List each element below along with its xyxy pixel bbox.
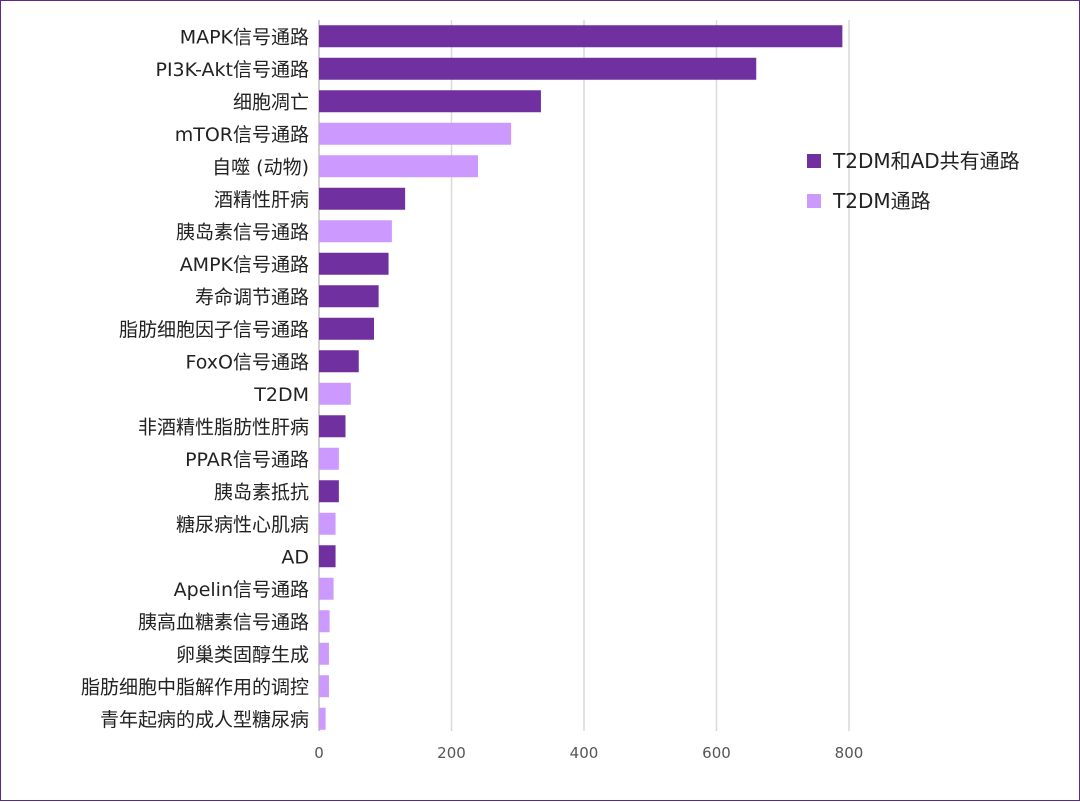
bar	[319, 675, 329, 698]
category-label: T2DM	[253, 384, 309, 406]
category-label: 脂肪细胞中脂解作用的调控	[81, 676, 309, 698]
bar	[319, 610, 330, 633]
x-tick-label: 400	[570, 744, 599, 762]
legend: T2DM和AD共有通路 T2DM通路	[807, 149, 1020, 213]
category-label: 自噬 (动物)	[212, 156, 309, 178]
bar	[319, 577, 334, 600]
bar	[319, 187, 406, 210]
bar	[319, 382, 351, 405]
bar	[319, 545, 336, 568]
category-label: 胰高血糖素信号通路	[138, 611, 309, 633]
bar	[319, 512, 336, 535]
bar	[319, 252, 389, 275]
category-label: PPAR信号通路	[185, 449, 309, 471]
category-label: 脂肪细胞因子信号通路	[119, 319, 309, 341]
category-label: mTOR信号通路	[175, 124, 309, 146]
category-label: PI3K-Akt信号通路	[155, 59, 309, 81]
category-label: FoxO信号通路	[186, 351, 310, 373]
bar	[319, 642, 329, 665]
category-label: 寿命调节通路	[195, 286, 309, 308]
bar	[319, 350, 359, 373]
bars	[319, 25, 843, 730]
category-label: AMPK信号通路	[180, 254, 309, 276]
bar	[319, 155, 478, 178]
category-label: 青年起病的成人型糖尿病	[100, 709, 309, 731]
bar	[319, 57, 757, 80]
legend-swatch	[807, 194, 821, 208]
bar	[319, 220, 392, 243]
category-label: 胰岛素信号通路	[176, 221, 309, 243]
bar	[319, 90, 541, 113]
category-label: AD	[281, 546, 309, 568]
legend-swatch	[807, 154, 821, 168]
category-label: MAPK信号通路	[180, 26, 309, 48]
x-tick-label: 800	[835, 744, 864, 762]
x-tick-label: 0	[314, 744, 324, 762]
category-label: 卵巢类固醇生成	[176, 644, 309, 666]
category-label: 细胞凋亡	[233, 91, 309, 113]
x-tick-label: 200	[437, 744, 466, 762]
bar	[319, 480, 339, 503]
category-label: 非酒精性脂肪性肝病	[138, 416, 309, 438]
legend-label: T2DM通路	[832, 189, 931, 213]
bar	[319, 317, 374, 340]
category-label: Apelin信号通路	[174, 579, 309, 601]
category-label: 糖尿病性心肌病	[176, 514, 309, 536]
x-tick-label: 600	[702, 744, 731, 762]
bar	[319, 707, 326, 730]
bar	[319, 285, 379, 308]
bar	[319, 122, 512, 145]
legend-label: T2DM和AD共有通路	[832, 149, 1020, 173]
category-label: 胰岛素抵抗	[214, 481, 309, 503]
bar	[319, 415, 346, 438]
category-label: 酒精性肝病	[214, 189, 309, 211]
x-tick-labels: 0 200 400 600 800	[314, 744, 863, 762]
bar	[319, 447, 339, 470]
bar	[319, 25, 843, 48]
